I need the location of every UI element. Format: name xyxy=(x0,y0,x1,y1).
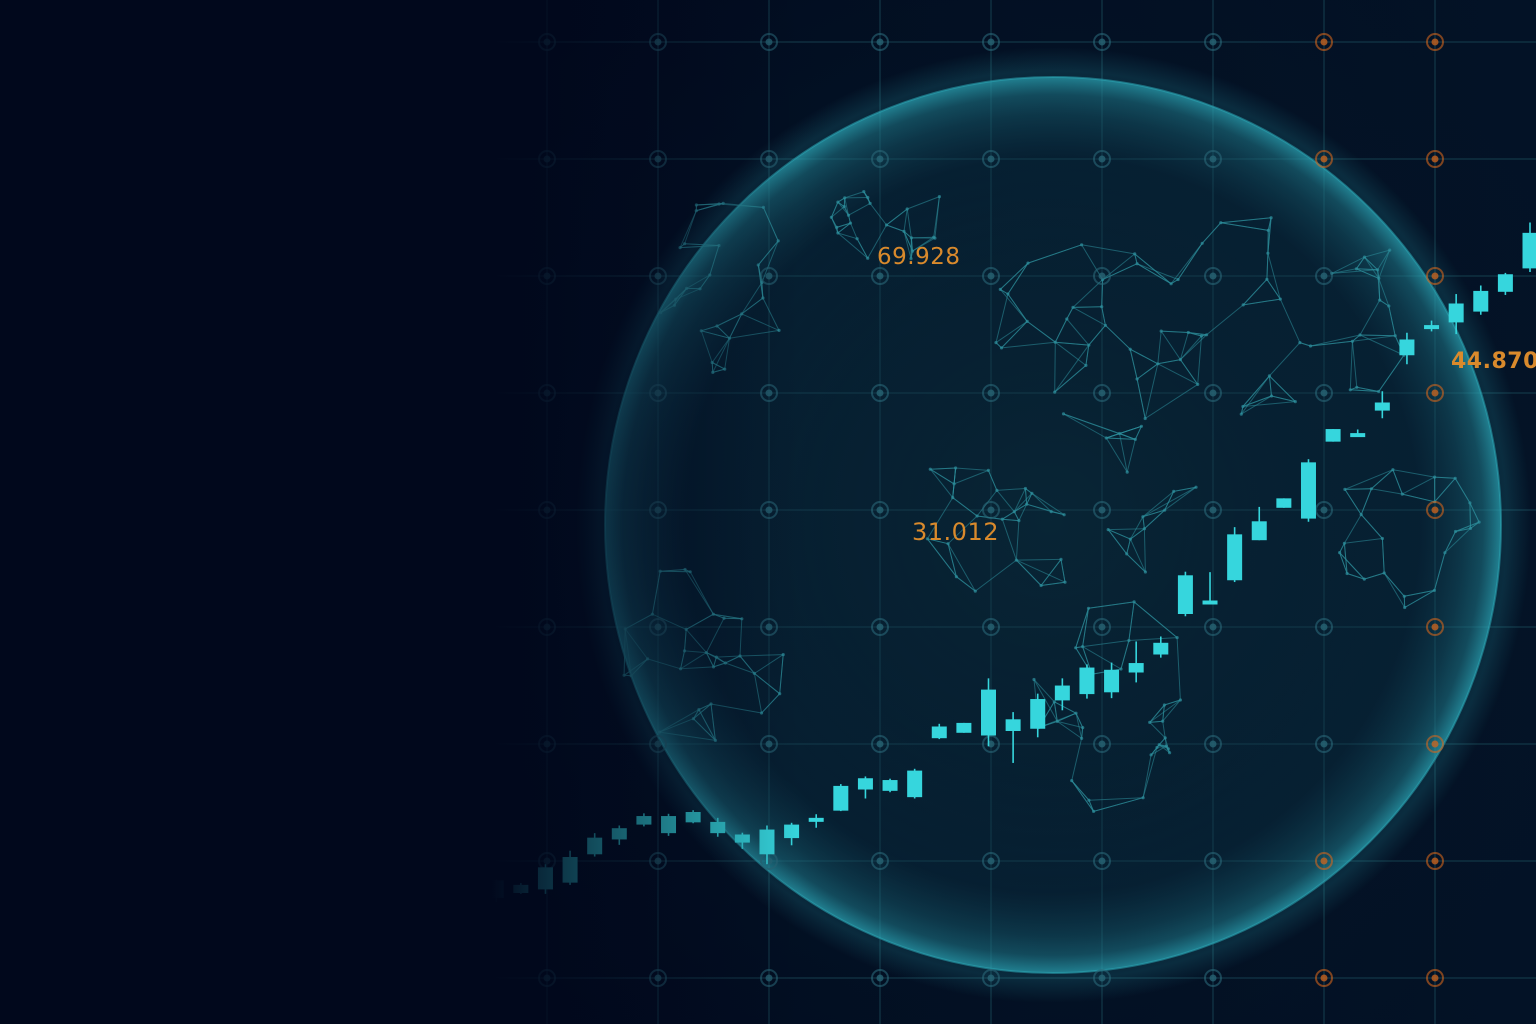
value-label-right: 44.870 xyxy=(1451,349,1536,374)
value-label-middle: 31.012 xyxy=(912,518,999,546)
value-label-top: 69.928 xyxy=(877,244,961,270)
